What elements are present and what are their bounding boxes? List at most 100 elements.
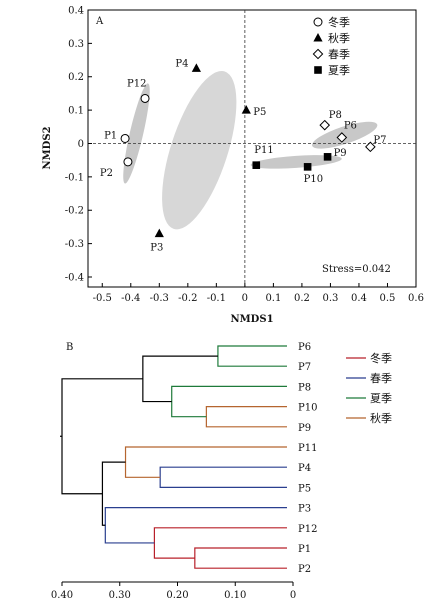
legend-label: 冬季 [328, 15, 350, 29]
x-tick-label: -0.1 [207, 293, 226, 304]
leaf-label: P9 [298, 423, 311, 434]
y-tick-label: -0.4 [65, 272, 84, 283]
legend-label: 春季 [328, 48, 350, 61]
legend-label: 秋季 [370, 411, 392, 425]
data-point [303, 163, 312, 171]
data-point [319, 119, 331, 131]
legend-label: 春季 [370, 372, 392, 385]
panel-a-label: A [95, 16, 104, 27]
legend-marker [312, 48, 324, 60]
leaf-label: P6 [298, 342, 311, 353]
point-label: P9 [334, 148, 347, 159]
data-point [252, 161, 261, 169]
x-tick-label: 0.1 [265, 293, 281, 304]
reference-lines [88, 10, 416, 287]
leaf-label: P7 [298, 362, 311, 373]
legend-label: 秋季 [328, 31, 350, 45]
nmds-plot-frame [87, 9, 417, 288]
legend-marker [313, 17, 323, 27]
point-label: P4 [175, 58, 188, 69]
panel-b-label: B [66, 342, 73, 353]
y-tick-label: 0.3 [68, 39, 84, 50]
y-tick-label: 0.4 [68, 6, 84, 17]
leaf-label: P8 [298, 382, 311, 393]
legend-marker [313, 33, 323, 42]
dendrogram-branch [217, 345, 287, 367]
leaf-label: P3 [298, 504, 311, 515]
dendrogram-axis: 0.40 0.30 0.20 0.10 0 [51, 581, 296, 601]
nmds-axis-ticks: -0.5 -0.4 -0.3 -0.2 -0.1 0 0.1 0.2 0.3 0.4 0.5 0.6 0… [65, 6, 424, 305]
dendrogram-tick-label: 0.20 [166, 590, 188, 601]
x-tick-label: 0.2 [294, 293, 310, 304]
dendrogram-branch [142, 355, 218, 403]
data-point [241, 105, 251, 114]
group-ellipse [250, 155, 342, 169]
y-tick-label: 0.1 [68, 106, 84, 117]
point-label: P12 [127, 78, 146, 89]
stress-annotation: Stress=0.042 [322, 264, 391, 275]
dendrogram-branch [124, 446, 287, 478]
point-label: P8 [329, 110, 342, 121]
leaf-label: P2 [298, 564, 311, 575]
point-label: P10 [304, 174, 323, 185]
point-label: P11 [254, 145, 273, 156]
y-tick-label: 0.2 [68, 72, 84, 83]
dendrogram-tick-label: 0.40 [51, 590, 73, 601]
data-point [365, 141, 376, 153]
point-label: P7 [373, 135, 386, 146]
x-tick-label: -0.2 [178, 293, 197, 304]
y-tick-label: -0.2 [65, 206, 84, 217]
leaf-label: P12 [298, 524, 317, 535]
point-label: P5 [253, 107, 266, 118]
legend-label: 夏季 [370, 392, 392, 405]
nmds-panel: -0.5 -0.4 -0.3 -0.2 -0.1 0 0.1 0.2 0.3 0.4 0.5 0.6 0… [42, 6, 424, 326]
y-tick-label: -0.1 [65, 172, 84, 183]
leaf-label: P1 [298, 544, 311, 555]
data-point [123, 157, 133, 167]
y-tick-label: 0 [78, 139, 84, 150]
data-point [154, 228, 164, 238]
group-ellipse [162, 71, 237, 230]
y-tick-label: -0.3 [65, 239, 84, 250]
dendrogram-tick-label: 0.30 [109, 590, 131, 601]
data-point [120, 133, 130, 143]
data-point [323, 153, 332, 161]
x-tick-label: 0.4 [351, 293, 367, 304]
data-point [191, 63, 201, 72]
x-tick-label: 0.3 [322, 293, 338, 304]
x-tick-label: -0.4 [121, 293, 140, 304]
data-point [336, 132, 348, 143]
dendrogram-tick-label: 0.10 [224, 590, 246, 601]
dendrogram-branch [205, 406, 287, 428]
dendrogram-branch [153, 527, 287, 559]
x-tick-label: 0.6 [408, 293, 424, 304]
x-tick-label: 0 [242, 293, 248, 304]
leaf-label: P4 [298, 463, 311, 474]
y-axis-label: NMDS2 [42, 126, 53, 169]
data-point [140, 93, 150, 103]
dendrogram-branch [104, 507, 287, 544]
x-axis-label: NMDS1 [230, 314, 273, 325]
leaf-label: P5 [298, 483, 311, 494]
leaf-labels: P6 P7 P8 P10 P9 P11 P4 P5 P3 P12 P1 P2 [298, 342, 317, 575]
x-tick-label: -0.3 [150, 293, 169, 304]
point-label: P1 [104, 130, 117, 141]
leaf-label: P10 [298, 403, 317, 414]
dendrogram-tick-label: 0 [290, 590, 296, 601]
point-label: P2 [100, 168, 113, 179]
legend-label: 冬季 [370, 351, 392, 365]
x-tick-label: -0.5 [93, 293, 112, 304]
dendrogram-branch [159, 466, 287, 488]
dendrogram-branch [194, 547, 287, 569]
legend-marker [314, 66, 322, 74]
legend-label: 夏季 [328, 64, 350, 77]
leaf-label: P11 [298, 443, 317, 454]
dendrogram-branch [171, 385, 287, 418]
point-label: P6 [344, 120, 357, 131]
point-label: P3 [150, 243, 163, 254]
x-tick-label: 0.5 [380, 293, 396, 304]
